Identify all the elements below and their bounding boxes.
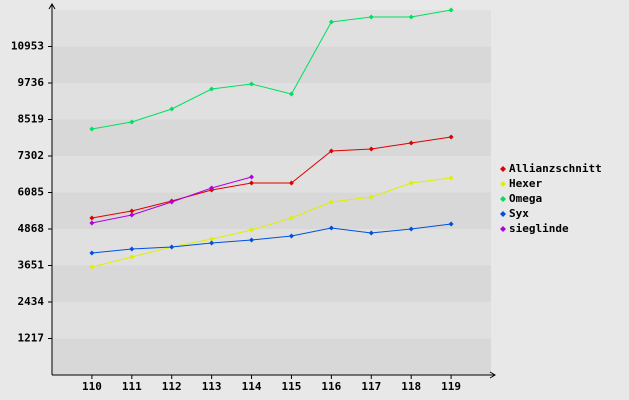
legend-label: Omega xyxy=(509,192,542,205)
point xyxy=(209,240,215,246)
point xyxy=(368,230,374,236)
legend-marker xyxy=(500,211,506,217)
point xyxy=(129,212,135,218)
point xyxy=(288,180,294,186)
point xyxy=(89,215,95,221)
plot-band xyxy=(52,192,491,229)
point xyxy=(288,215,294,221)
point xyxy=(89,250,95,256)
point xyxy=(408,140,414,146)
point xyxy=(89,220,95,226)
plot-band xyxy=(52,302,491,339)
line xyxy=(91,177,452,268)
x-tick-label: 114 xyxy=(242,380,262,393)
x-tick-label: 111 xyxy=(122,380,142,393)
point xyxy=(448,134,454,140)
point xyxy=(448,7,454,13)
point xyxy=(209,185,215,191)
line xyxy=(91,9,452,130)
point xyxy=(408,14,414,20)
point xyxy=(328,19,334,25)
plot-band xyxy=(52,46,491,83)
point xyxy=(209,86,215,92)
point xyxy=(129,254,135,260)
point xyxy=(368,14,374,20)
y-tick-label: 10953 xyxy=(11,40,44,53)
point xyxy=(328,199,334,205)
y-tick-label: 2434 xyxy=(18,295,45,308)
legend-marker xyxy=(500,166,506,172)
x-tick-label: 116 xyxy=(321,380,341,393)
legend-label: sieglinde xyxy=(509,222,569,235)
point xyxy=(328,225,334,231)
plot-band xyxy=(52,10,491,47)
point xyxy=(448,175,454,181)
legend-label: Syx xyxy=(509,207,529,220)
y-tick-label: 9736 xyxy=(18,76,45,89)
plot-band xyxy=(52,338,491,375)
y-tick-label: 1217 xyxy=(18,332,45,345)
y-tick-label: 3651 xyxy=(18,259,45,272)
point xyxy=(209,236,215,242)
point xyxy=(368,194,374,200)
point xyxy=(89,264,95,270)
point xyxy=(249,174,255,180)
point xyxy=(448,221,454,227)
point xyxy=(328,148,334,154)
x-tick-label: 118 xyxy=(401,380,421,393)
point xyxy=(249,237,255,243)
x-tick-label: 119 xyxy=(441,380,461,393)
point xyxy=(368,146,374,152)
x-tick-label: 113 xyxy=(202,380,222,393)
point xyxy=(129,208,135,214)
y-arrow xyxy=(48,3,56,10)
x-tick-label: 112 xyxy=(162,380,182,393)
line xyxy=(91,223,452,254)
point xyxy=(408,226,414,232)
point xyxy=(129,246,135,252)
plot-band xyxy=(52,119,491,156)
line xyxy=(91,136,452,219)
point xyxy=(249,81,255,87)
legend-marker xyxy=(500,181,506,187)
x-tick-label: 117 xyxy=(361,380,381,393)
point xyxy=(288,233,294,239)
point xyxy=(89,126,95,132)
legend-marker xyxy=(500,226,506,232)
point xyxy=(169,244,175,250)
legend-label: Allianzschnitt xyxy=(509,162,602,175)
x-tick-label: 115 xyxy=(282,380,302,393)
x-tick-label: 110 xyxy=(82,380,102,393)
point xyxy=(169,106,175,112)
legend-label: Hexer xyxy=(509,177,542,190)
point xyxy=(288,91,294,97)
y-tick-label: 6085 xyxy=(18,186,45,199)
point xyxy=(169,199,175,205)
x-arrow xyxy=(489,371,496,379)
point xyxy=(249,180,255,186)
point xyxy=(408,180,414,186)
plot-band xyxy=(52,229,491,266)
plot-band xyxy=(52,156,491,193)
plot-band xyxy=(52,83,491,120)
point xyxy=(129,119,135,125)
plot-band xyxy=(52,265,491,302)
point xyxy=(249,227,255,233)
legend-marker xyxy=(500,196,506,202)
y-tick-label: 4868 xyxy=(18,222,45,235)
y-tick-label: 7302 xyxy=(18,149,45,162)
y-tick-label: 8519 xyxy=(18,113,45,126)
